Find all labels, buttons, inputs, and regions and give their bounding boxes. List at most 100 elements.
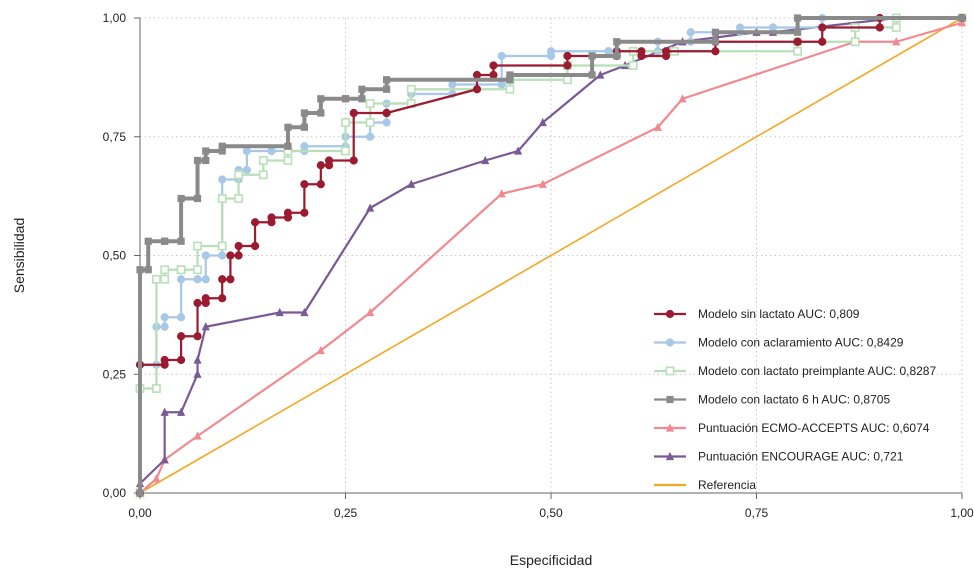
data-point	[177, 237, 185, 245]
y-tick-label: 0,00	[103, 486, 127, 500]
data-point	[177, 407, 186, 416]
legend-entry: Puntuación ECMO-ACCEPTS AUC: 0,6074	[654, 421, 930, 435]
x-tick-label: 0,25	[334, 506, 358, 520]
data-point	[201, 294, 210, 303]
data-point	[497, 80, 506, 89]
data-point	[218, 147, 226, 155]
data-point	[284, 142, 292, 150]
data-point	[177, 194, 185, 203]
data-point	[316, 161, 325, 170]
y-tick-label: 1,00	[103, 11, 127, 25]
legend-entry: Modelo sin lactato AUC: 0,809	[654, 307, 860, 321]
data-point	[202, 147, 210, 155]
data-point	[217, 194, 227, 203]
data-point	[875, 23, 884, 32]
data-point	[365, 99, 375, 108]
data-point	[366, 132, 375, 141]
data-point	[250, 218, 260, 227]
data-point	[341, 146, 350, 156]
legend-swatch-marker	[665, 309, 675, 319]
data-point	[711, 28, 719, 36]
legend-label: Modelo con lactato 6 h AUC: 0,8705	[698, 393, 890, 407]
data-point	[136, 489, 144, 497]
data-point	[366, 307, 375, 317]
data-point	[300, 307, 309, 317]
data-point	[193, 355, 202, 364]
data-point	[324, 156, 334, 165]
data-point	[448, 80, 457, 89]
data-point	[201, 275, 210, 284]
data-point	[160, 407, 169, 416]
data-point	[136, 266, 144, 274]
data-point	[358, 95, 366, 103]
data-point	[193, 156, 202, 165]
legend-swatch-marker	[665, 451, 675, 461]
data-point	[818, 37, 827, 46]
data-point	[604, 47, 613, 56]
data-point	[407, 179, 416, 188]
data-point	[406, 84, 416, 94]
y-tick-label: 0,50	[103, 249, 127, 263]
legend-swatch-marker	[665, 338, 675, 347]
data-point	[735, 23, 745, 32]
legend-label: Puntuación ECMO-ACCEPTS AUC: 0,6074	[698, 421, 930, 435]
y-axis-title: Sensibilidad	[11, 218, 27, 294]
data-point	[686, 28, 695, 37]
data-point	[818, 23, 827, 32]
data-point	[588, 71, 596, 79]
legend: Modelo sin lactato AUC: 0,809 Modelo con …	[654, 307, 936, 492]
data-point	[226, 275, 235, 284]
legend-swatch-marker	[665, 366, 675, 376]
data-point	[472, 70, 482, 80]
legend-entry: Modelo con aclaramiento AUC: 0,8429	[654, 336, 904, 350]
data-point	[160, 265, 170, 275]
data-point	[489, 70, 498, 80]
tick-labels: 0,000,00 0,25 0,25 0,50 0,50 0,75 0,75 1,00 1,00	[103, 11, 974, 520]
data-point	[382, 118, 391, 127]
data-point	[144, 237, 152, 245]
data-point	[596, 70, 605, 79]
x-axis-title: Especificidad	[510, 552, 593, 568]
data-point	[218, 175, 227, 184]
data-point	[637, 51, 646, 61]
data-point	[505, 84, 515, 94]
data-point	[300, 123, 308, 131]
data-point	[366, 203, 375, 212]
data-point	[383, 76, 391, 84]
data-point	[267, 146, 276, 156]
data-point	[382, 108, 391, 118]
data-point	[234, 251, 243, 260]
data-point	[661, 47, 671, 56]
data-point	[193, 431, 202, 440]
data-point	[383, 85, 391, 93]
data-point	[538, 179, 547, 188]
y-tick-label: 0,75	[103, 130, 127, 144]
data-point	[958, 14, 966, 22]
data-point	[217, 241, 227, 251]
data-point	[891, 23, 901, 32]
legend-label: Modelo con aclaramiento AUC: 0,8429	[698, 336, 904, 350]
data-point	[193, 241, 202, 251]
series-6	[139, 17, 963, 494]
legend-entry: Referencia	[654, 478, 756, 492]
data-point	[794, 14, 802, 22]
data-point	[497, 51, 506, 61]
data-point	[258, 170, 268, 180]
data-point	[193, 265, 202, 275]
data-point	[177, 355, 186, 365]
data-point	[275, 307, 284, 317]
data-point	[193, 332, 202, 341]
data-point	[317, 109, 325, 117]
legend-entry: Modelo con lactato preimplante AUC: 0,82…	[654, 364, 936, 378]
data-point	[201, 322, 210, 331]
x-tick-label: 0,75	[745, 506, 769, 520]
data-point	[472, 85, 482, 94]
data-point	[628, 61, 638, 70]
data-point	[160, 274, 170, 284]
series-line	[138, 16, 962, 493]
data-point	[497, 189, 506, 198]
data-point	[160, 313, 169, 322]
data-point	[316, 345, 325, 355]
data-point	[850, 37, 860, 47]
data-point	[283, 156, 293, 165]
